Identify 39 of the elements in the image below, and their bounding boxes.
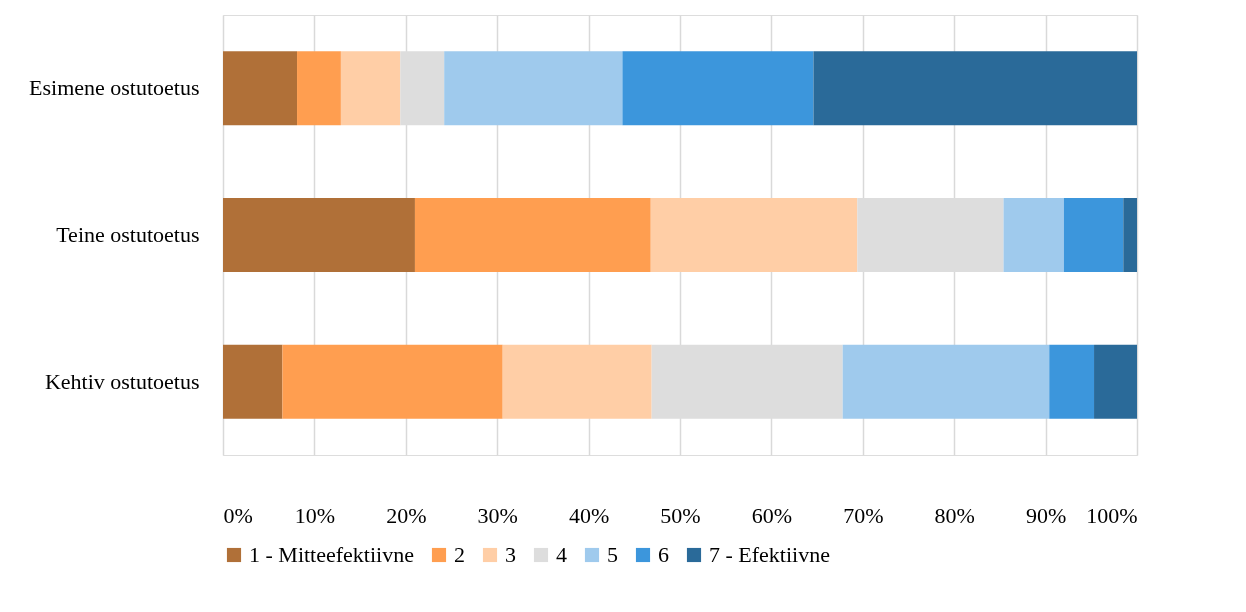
bar [1094,344,1137,419]
bar [223,344,283,419]
bar [502,344,652,419]
legend-label: 1 - Mitteefektiivne [249,542,414,567]
legend-label: 4 [556,542,567,567]
legend-label: 7 - Efektiivne [709,542,830,567]
bar [414,198,651,272]
x-tick-label: 60% [751,502,793,528]
legend-label: 6 [658,542,669,567]
y-tick-label: Esimene ostutoetus [29,75,200,101]
legend-label: 2 [454,542,465,567]
bar [813,51,1137,126]
bar [282,344,503,419]
bar [1049,344,1095,419]
x-tick-label: 20% [386,502,427,528]
bar [1123,198,1137,272]
x-tick-label: 80% [934,502,975,528]
y-tick-label: Teine ostutoetus [56,222,200,247]
x-tick-label: 100% [1086,502,1138,528]
x-tick-label: 0% [223,502,253,528]
legend-label: 3 [505,542,516,567]
bar [223,51,298,126]
bar [1003,198,1064,272]
x-tick-label: 70% [843,502,884,528]
x-tick-label: 90% [1025,502,1067,528]
x-tick-label: 50% [660,502,701,528]
x-tick-label: 10% [294,502,336,528]
bar [622,51,814,126]
bar [297,51,341,126]
x-tick-label: 40% [568,502,610,528]
legend-label: 5 [607,542,618,567]
bar [340,51,401,126]
bar [1063,198,1124,272]
bar [842,344,1050,419]
bar [650,198,858,272]
bar [223,198,415,272]
y-tick-label: Kehtiv ostutoetus [44,368,200,394]
x-tick-label: 30% [477,502,518,528]
bar [444,51,623,126]
